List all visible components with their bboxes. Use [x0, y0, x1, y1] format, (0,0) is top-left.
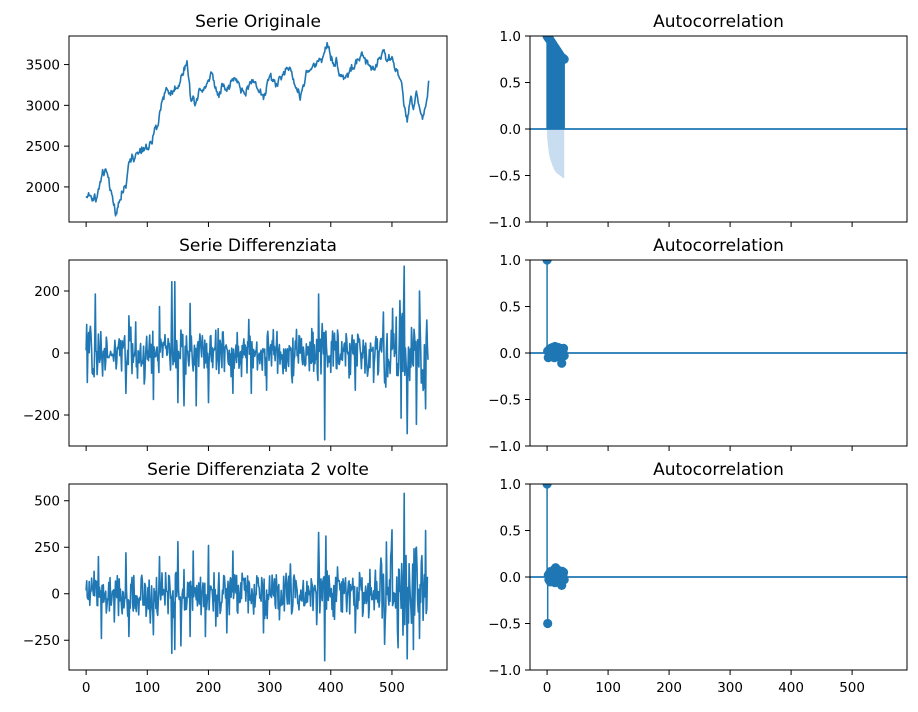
acf-point [559, 54, 569, 64]
acf-point [559, 351, 569, 361]
x-tick-label: 500 [839, 680, 865, 696]
axes-frame [68, 483, 448, 671]
subplot-4: −1.0 −0.5 0.0 0.5 1.0 Autocorrelation [488, 236, 908, 455]
subplot-title: Autocorrelation [653, 460, 784, 480]
x-tick-label: 0 [543, 680, 552, 696]
x-tick-label: 500 [379, 680, 405, 696]
y-tick-label: −1.0 [488, 439, 521, 455]
y-tick-label: 0 [51, 587, 60, 603]
subplot-title: Serie Differenziata [179, 236, 337, 256]
y-tick-label: 0.0 [500, 122, 521, 138]
series-line [85, 41, 430, 217]
y-tick-label: 250 [34, 540, 60, 556]
acf-point [558, 343, 569, 353]
y-tick-label: −0.5 [488, 169, 521, 185]
x-tick-label: 100 [134, 680, 160, 696]
y-tick-label: 1.0 [500, 29, 521, 45]
acf-point [558, 567, 569, 577]
x-tick-label: 0 [82, 680, 91, 696]
subplot-title: Serie Differenziata 2 volte [147, 460, 369, 480]
y-tick-label: 0.5 [500, 524, 521, 540]
acf-point [542, 260, 552, 265]
y-tick-label: 2500 [26, 139, 60, 155]
y-tick-label: −0.5 [488, 617, 521, 633]
y-tick-label: −0.5 [488, 393, 521, 409]
subplot-6: −1.0 −0.5 0.0 0.5 1.0 0 100 200 300 400 500 Autocor… [488, 460, 908, 696]
acf-point [557, 358, 567, 368]
subplot-title: Serie Originale [195, 12, 321, 32]
acf-point [559, 575, 569, 585]
subplot-1: 2000 2500 3000 3500 Serie Originale [26, 12, 448, 227]
acf-point [543, 618, 553, 629]
y-tick-label: 3000 [26, 98, 60, 114]
y-tick-label: 0.0 [500, 570, 521, 586]
y-tick-label: 0 [51, 346, 60, 362]
subplot-3: −200 0 200 Serie Differenziata [23, 236, 448, 451]
y-tick-label: −200 [23, 408, 60, 424]
series-line [85, 265, 429, 441]
axes-frame [68, 35, 448, 223]
subplot-5: −250 0 250 500 0 100 200 300 400 500 Serie Differe… [23, 460, 448, 696]
y-tick-label: 3500 [26, 58, 60, 74]
y-tick-label: −250 [23, 633, 60, 649]
y-tick-label: 200 [34, 284, 60, 300]
y-tick-label: 0.5 [500, 300, 521, 316]
plot-area [530, 484, 907, 629]
x-tick-label: 300 [257, 680, 283, 696]
plot-area [85, 41, 430, 217]
y-tick-label: 0.0 [500, 346, 521, 362]
subplot-2: −1.0 −0.5 0.0 0.5 1.0 Autocorrelation [488, 12, 908, 231]
x-tick-label: 200 [656, 680, 682, 696]
plot-area [530, 36, 907, 179]
y-tick-label: −1.0 [488, 215, 521, 231]
y-tick-label: −1.0 [488, 663, 521, 679]
plot-area [85, 492, 429, 662]
x-tick-label: 400 [318, 680, 344, 696]
plot-area [85, 265, 429, 441]
series-line [85, 492, 429, 662]
y-tick-label: 2000 [26, 180, 60, 196]
y-tick-label: 1.0 [500, 477, 521, 493]
y-tick-label: 0.5 [500, 76, 521, 92]
subplot-title: Autocorrelation [653, 236, 784, 256]
x-tick-label: 100 [595, 680, 621, 696]
acf-point [542, 484, 552, 489]
y-tick-label: 1.0 [500, 253, 521, 269]
subplot-title: Autocorrelation [653, 12, 784, 32]
x-tick-label: 400 [778, 680, 804, 696]
x-tick-label: 200 [196, 680, 222, 696]
y-tick-label: 500 [34, 494, 60, 510]
x-tick-label: 300 [717, 680, 743, 696]
plot-area [530, 260, 907, 368]
